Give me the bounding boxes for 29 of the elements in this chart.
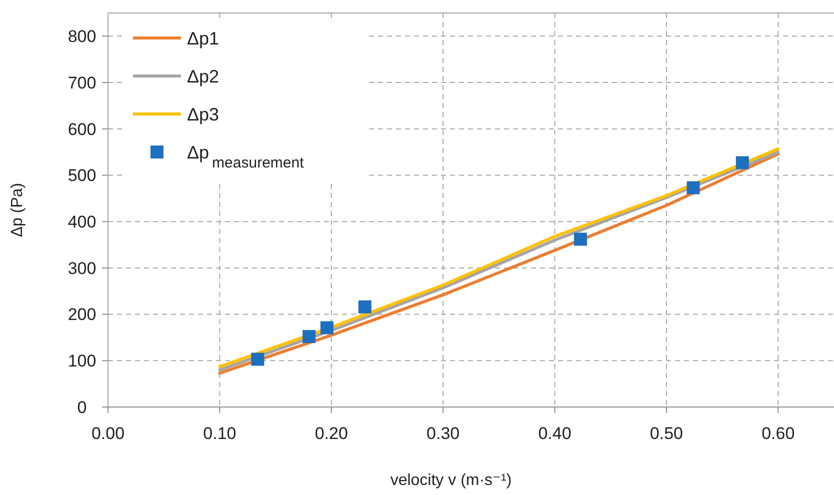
- x-tick-label: 0.60: [762, 424, 795, 443]
- point: [574, 232, 587, 246]
- x-tick-label: 0.40: [538, 424, 572, 443]
- point: [251, 352, 264, 366]
- x-tick-label: 0.50: [650, 424, 684, 443]
- y-tick-label: 600: [68, 120, 96, 139]
- point: [736, 156, 749, 170]
- y-tick-label: 400: [68, 212, 96, 232]
- x-tick-label: 0.10: [203, 424, 236, 443]
- point: [358, 300, 372, 314]
- y-tick-label: 700: [68, 73, 96, 92]
- point: [302, 330, 316, 344]
- point: [320, 321, 334, 334]
- point: [686, 181, 700, 194]
- y-tick-label: 200: [68, 305, 96, 324]
- legend-label: Δp2: [187, 66, 220, 86]
- y-tick-label: 300: [68, 258, 96, 278]
- x-tick-label: 0.00: [91, 424, 125, 443]
- legend-label: Δp1: [187, 28, 220, 48]
- x-axis-title: velocity v (m·s⁻¹): [390, 472, 512, 489]
- y-tick-label: 500: [68, 166, 96, 186]
- y-tick-label: 100: [68, 352, 96, 371]
- y-axis-title: Δp (Pa): [9, 182, 26, 238]
- legend-label: Δp3: [187, 104, 220, 124]
- y-tick-label: 800: [68, 27, 96, 46]
- x-tick-label: 0.20: [314, 424, 348, 443]
- x-tick-label: 0.30: [426, 424, 460, 443]
- legend-label: Δp$_{measurement}$: [187, 142, 305, 171]
- y-tick-label: 0: [77, 398, 87, 417]
